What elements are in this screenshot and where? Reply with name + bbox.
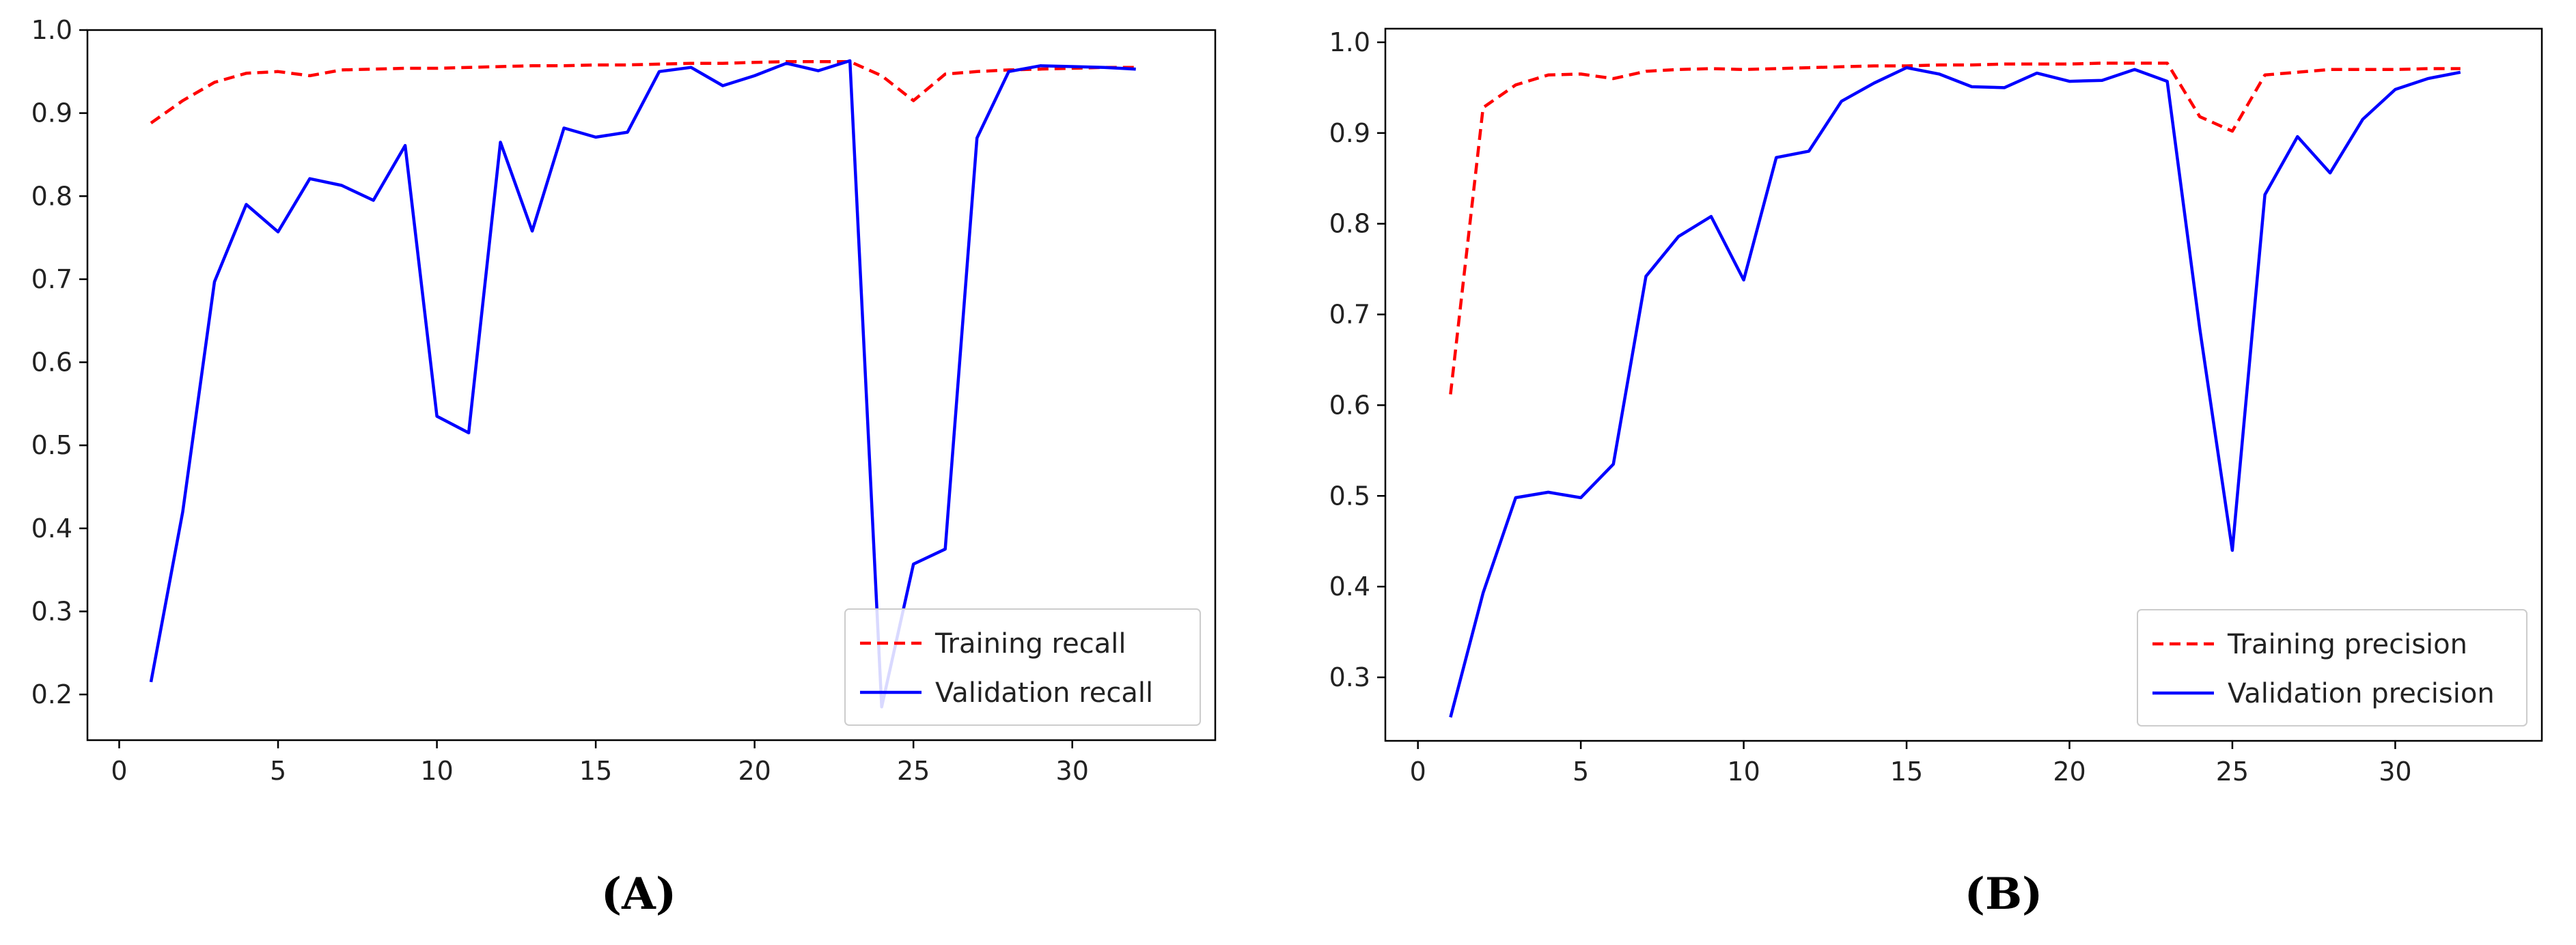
x-tick-label: 30	[2379, 757, 2411, 787]
series-line-training	[150, 59, 1136, 125]
y-tick-label: 0.7	[31, 264, 72, 294]
y-tick-label: 0.2	[31, 679, 72, 709]
y-tick-label: 0.4	[31, 513, 72, 544]
legend-label: Training recall	[934, 628, 1126, 660]
y-tick-label: 1.0	[1329, 27, 1370, 57]
x-tick-label: 10	[420, 756, 453, 786]
y-tick-label: 1.0	[31, 15, 72, 45]
legend-box	[2137, 609, 2527, 727]
x-tick-label: 5	[270, 756, 286, 786]
x-tick-label: 25	[2216, 757, 2249, 787]
chart-a: 0 5 10 15 20 25 30 0.2 0.3 0.4 0.5 0.6 0.7 0.8 0.9 1.0 T…	[31, 15, 1217, 920]
legend-box	[844, 608, 1201, 726]
y-tick-label: 0.5	[31, 430, 72, 460]
x-tick-label: 0	[111, 756, 127, 786]
legend-label: Training precision	[2227, 629, 2467, 660]
x-tick-label: 10	[1727, 757, 1760, 787]
y-tick-label: 0.8	[31, 181, 72, 211]
series-line-validation	[1449, 66, 2461, 718]
y-tick-label: 0.6	[31, 348, 72, 378]
y-tick-label: 0.3	[31, 596, 72, 626]
series-line-validation	[149, 59, 1136, 709]
series-line-training	[1449, 61, 2461, 395]
x-tick-label: 30	[1056, 756, 1089, 786]
legend-label: Validation precision	[2228, 678, 2495, 709]
x-tick-label: 20	[738, 756, 771, 786]
y-tick-label: 0.8	[1329, 209, 1370, 239]
x-tick-label: 0	[1410, 757, 1426, 787]
y-tick-label: 0.9	[31, 98, 72, 128]
y-tick-label: 0.6	[1329, 390, 1370, 420]
x-tick-label: 5	[1573, 757, 1589, 787]
plot-frame	[1384, 27, 2543, 742]
chart-b: 0 5 10 15 20 25 30 0.3 0.4 0.5 0.6 0.7 0.8 0.9 1.0 Trai…	[1329, 27, 2543, 920]
x-tick-label: 25	[897, 756, 930, 786]
x-tick-label: 20	[2053, 757, 2086, 787]
y-tick-label: 0.3	[1329, 662, 1370, 692]
plot-frame	[86, 29, 1217, 742]
panel-caption: (B)	[1965, 869, 2043, 920]
y-tick-label: 0.9	[1329, 118, 1370, 148]
x-tick-label: 15	[1890, 757, 1923, 787]
panel-caption: (A)	[601, 869, 676, 920]
y-tick-label: 0.4	[1329, 572, 1370, 602]
y-tick-label: 0.7	[1329, 300, 1370, 330]
x-tick-label: 15	[579, 756, 612, 786]
y-tick-label: 0.5	[1329, 481, 1370, 511]
legend-label: Validation recall	[935, 677, 1153, 709]
legend: Training precision Validation precision	[2137, 609, 2527, 727]
legend: Training recall Validation recall	[844, 608, 1201, 726]
